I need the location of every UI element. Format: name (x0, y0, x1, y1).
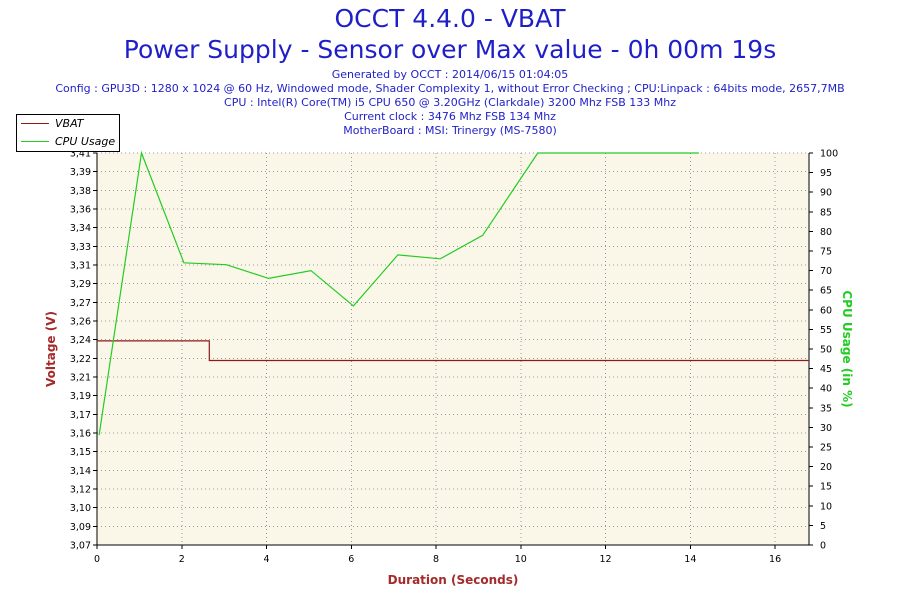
y2-tick-label: 85 (820, 207, 832, 218)
y2-tick-label: 0 (820, 541, 826, 552)
y-tick-label: 3,29 (70, 279, 91, 290)
y-tick-label: 3,10 (70, 503, 91, 514)
y-tick-label: 3,41 (70, 149, 91, 160)
info-line-motherboard: MotherBoard : MSI: Trinergy (MS-7580) (343, 124, 557, 137)
x-tick-label: 0 (94, 554, 100, 565)
info-line-clock: Current clock : 3476 Mhz FSB 134 Mhz (344, 110, 556, 123)
x-axis-label: Duration (Seconds) (388, 573, 519, 587)
y-tick-label: 3,26 (70, 317, 91, 328)
y-tick-label: 3,27 (70, 298, 91, 309)
y2-tick-label: 5 (820, 521, 826, 532)
y-tick-label: 3,31 (70, 261, 91, 272)
y2-tick-label: 100 (820, 149, 838, 160)
legend-item-vbat: VBAT (17, 115, 119, 133)
y-axis-label: Voltage (V) (44, 311, 58, 387)
y2-tick-label: 60 (820, 305, 832, 316)
chart-subtitle: Power Supply - Sensor over Max value - 0… (123, 35, 777, 64)
x-tick-label: 12 (600, 554, 612, 565)
x-tick-label: 16 (769, 554, 781, 565)
y-tick-label: 3,22 (70, 354, 91, 365)
y2-tick-label: 75 (820, 247, 832, 258)
y2-tick-label: 50 (820, 345, 832, 356)
y-tick-label: 3,09 (70, 522, 91, 533)
y2-tick-label: 65 (820, 286, 832, 297)
plot-area (97, 153, 809, 545)
x-tick-label: 8 (433, 554, 439, 565)
x-tick-label: 10 (515, 554, 527, 565)
y-tick-label: 3,07 (70, 541, 91, 552)
y-tick-label: 3,14 (70, 466, 91, 477)
x-tick-label: 2 (179, 554, 185, 565)
info-line-cpu: CPU : Intel(R) Core(TM) i5 CPU 650 @ 3.2… (224, 96, 676, 109)
y-tick-label: 3,24 (70, 335, 91, 346)
y2-tick-label: 35 (820, 403, 832, 414)
legend-item-cpu-usage: CPU Usage (17, 133, 119, 151)
y2-axis-label: CPU Usage (in %) (840, 290, 854, 407)
y2-tick-label: 95 (820, 168, 832, 179)
series-line-vbat (97, 340, 809, 362)
y-tick-label: 3,38 (70, 186, 91, 197)
legend-swatch-vbat (21, 123, 49, 124)
x-tick-label: 14 (684, 554, 696, 565)
legend-label-vbat: VBAT (55, 117, 84, 130)
y-tick-label: 3,17 (70, 410, 91, 421)
legend-label-cpu-usage: CPU Usage (55, 135, 116, 148)
x-tick-label: 4 (264, 554, 270, 565)
y2-tick-label: 55 (820, 325, 832, 336)
y-tick-label: 3,12 (70, 485, 91, 496)
y2-tick-label: 15 (820, 482, 832, 493)
y-tick-label: 3,19 (70, 391, 91, 402)
info-line-generated: Generated by OCCT : 2014/06/15 01:04:05 (331, 68, 569, 81)
y-tick-label: 3,34 (70, 223, 91, 234)
y2-tick-label: 80 (820, 227, 832, 238)
y-tick-label: 3,16 (70, 429, 91, 440)
chart-title: OCCT 4.4.0 - VBAT (334, 4, 566, 33)
y2-tick-label: 30 (820, 423, 832, 434)
y-tick-label: 3,33 (70, 242, 91, 253)
y-tick-label: 3,15 (70, 447, 91, 458)
y2-tick-label: 90 (820, 188, 832, 199)
legend-swatch-cpu-usage (21, 141, 49, 142)
y2-tick-label: 10 (820, 501, 832, 512)
y-tick-label: 3,21 (70, 373, 91, 384)
legend: VBAT CPU Usage (16, 114, 120, 152)
y2-tick-label: 40 (820, 384, 832, 395)
info-line-config: Config : GPU3D : 1280 x 1024 @ 60 Hz, Wi… (55, 82, 845, 95)
y-tick-label: 3,36 (70, 205, 91, 216)
x-tick-label: 6 (348, 554, 354, 565)
series-line-cpu-usage (98, 150, 699, 436)
y2-tick-label: 70 (820, 266, 832, 277)
y2-tick-label: 45 (820, 364, 832, 375)
y2-tick-label: 25 (820, 443, 832, 454)
y-tick-label: 3,39 (70, 167, 91, 178)
y2-tick-label: 20 (820, 462, 832, 473)
